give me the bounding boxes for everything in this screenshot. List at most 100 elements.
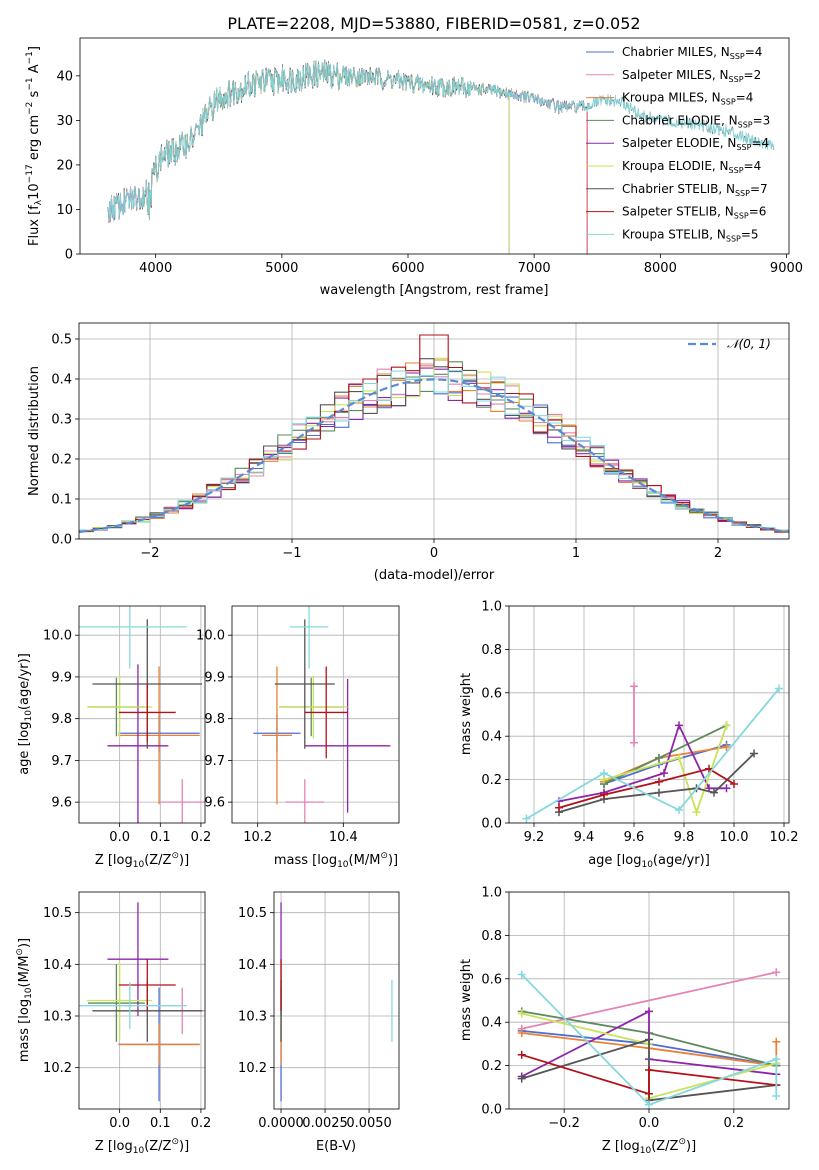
spectrum-line: [142, 60, 510, 254]
data-point: [645, 1065, 653, 1074]
x-tick-label: 9.2: [524, 830, 545, 845]
x-axis-label: Z [log10(Z/Z⊙)]: [602, 1137, 696, 1156]
y-tick-label: 0.0: [481, 1103, 502, 1118]
legend-entry: Kroupa STELIB, NSSP=5: [622, 227, 759, 243]
label-part: (M/M: [17, 956, 32, 988]
data-point: [655, 777, 663, 786]
x-tick-label: 0: [430, 546, 438, 561]
label-part: ⊙: [678, 1137, 686, 1147]
y-tick-label: 9.6: [204, 796, 225, 811]
x-tick-label: 9.8: [674, 830, 695, 845]
data-point: [750, 749, 758, 758]
y-tick-label: 0.1: [51, 493, 72, 508]
x-tick-label: 0.2: [191, 830, 212, 845]
figure-title: PLATE=2208, MJD=53880, FIBERID=0581, z=0…: [227, 14, 640, 33]
series-line: [521, 1053, 777, 1096]
y-tick-label: 1.0: [481, 886, 502, 901]
y-tick-label: 0: [65, 248, 73, 263]
legend-entry: 𝒩(0, 1): [727, 337, 771, 351]
y-tick-label: 0.8: [481, 929, 502, 944]
x-tick-label: 0.2: [191, 1116, 212, 1131]
label-part: −1: [25, 77, 35, 90]
spectrum-line: [142, 60, 510, 254]
label-part: 10: [27, 183, 42, 200]
data-point: [645, 1100, 653, 1109]
series-line: [526, 687, 780, 820]
y-tick-label: 10.4: [43, 958, 72, 973]
legend-entry: Chabrier STELIB, NSSP=7: [622, 182, 768, 198]
x-tick-label: 9000: [770, 261, 803, 276]
label-part: )]: [17, 938, 32, 948]
histogram-salpeter-stelib: [79, 334, 789, 533]
label-part: mass [log: [274, 853, 337, 868]
label-part: age [log: [17, 722, 32, 775]
y-tick-label: 10.4: [238, 958, 267, 973]
axes-frame: [273, 891, 400, 1110]
axes-frame: [78, 891, 206, 1110]
legend-entry: Salpeter MILES, NSSP=2: [622, 68, 761, 84]
legend-text: Salpeter ELODIE, N: [622, 136, 736, 150]
panel-spectrum: 4000 5000 6000 7000 8000 9000 0 10 20 30 40 wavelen…: [25, 37, 803, 298]
series-line: [521, 1009, 777, 1078]
data-point: [600, 790, 608, 799]
label-part: Z [log: [95, 1139, 133, 1154]
plot-area: [232, 606, 399, 823]
panel-age_vs_Z: 0.0 0.1 0.29.69.79.89.910.0Z [log10(Z/Z⊙)]…: [17, 605, 212, 870]
data-point: [730, 779, 738, 788]
y-tick-label: 9.7: [51, 754, 72, 769]
x-tick-label: 0.0050: [346, 1116, 392, 1131]
data-point: [722, 743, 731, 752]
legend-text: Kroupa MILES, N: [622, 91, 721, 105]
plot-area: [79, 892, 205, 1109]
y-tick-label: 9.8: [51, 712, 72, 727]
x-tick-label: 9.6: [624, 830, 645, 845]
label-part: 10: [640, 1146, 652, 1156]
legend-sub: SSP: [730, 52, 745, 61]
panel-residuals: −2 −1 0 1 2 0.0 0.1 0.2 0.3 0.4 0.5 (data-model)/er…: [27, 322, 790, 583]
panel-mass_weight_vs_Z: −0.2 0.0 0.2 0.0 0.2 0.4 0.6 0.8 1.0 Z [log10(Z/Z…: [459, 886, 790, 1156]
label-part: 10: [337, 860, 349, 870]
plot-area: [274, 892, 399, 1109]
x-axis-label: Z [log10(Z/Z⊙)]: [95, 851, 189, 870]
data-point: [522, 814, 531, 823]
x-tick-label: 4000: [139, 261, 172, 276]
data-point: [655, 753, 663, 762]
data-point: [630, 682, 638, 691]
x-tick-label: 0.1: [150, 1116, 171, 1131]
label-part: 10: [24, 710, 34, 722]
label-part: (Z/Z: [651, 1139, 678, 1154]
legend-text: Chabrier ELODIE, N: [622, 113, 738, 127]
y-tick-label: 0.4: [481, 730, 502, 745]
label-part: (age/yr)]: [17, 653, 32, 710]
data-point: [645, 1089, 653, 1098]
y-axis-label: Flux [fλ10−17 erg cm−2 s−1 A−1]: [25, 46, 44, 246]
label-part: ⊙: [15, 948, 25, 956]
legend-text: Salpeter STELIB, N: [622, 205, 734, 219]
data-point: [692, 808, 701, 817]
legend-text: Chabrier MILES, N: [622, 45, 730, 59]
label-part: ]: [27, 46, 42, 51]
data-point: [772, 1091, 781, 1100]
data-point: [555, 803, 563, 812]
legend-count: =6: [749, 205, 767, 219]
axes-frame: [78, 605, 206, 824]
legend-sub: SSP: [738, 120, 753, 129]
x-tick-label: 7000: [518, 261, 551, 276]
label-part: )]: [686, 1139, 696, 1154]
y-tick-label: 0.2: [51, 453, 72, 468]
label-part: )]: [179, 853, 189, 868]
x-axis-label: wavelength [Angstrom, rest frame]: [320, 283, 549, 298]
y-tick-label: 10.0: [196, 629, 225, 644]
x-axis-label: (data-model)/error: [374, 568, 495, 583]
legend-sub: SSP: [726, 234, 741, 243]
label-part: (Z/Z: [144, 853, 171, 868]
x-tick-label: 0.1: [150, 830, 171, 845]
y-tick-label: 40: [56, 69, 73, 84]
y-axis-label: age [log10(age/yr)]: [17, 653, 34, 775]
label-part: ⊙: [171, 851, 179, 861]
plot-area: [509, 606, 789, 823]
y-tick-label: 9.7: [204, 754, 225, 769]
label-part: (Z/Z: [144, 1139, 171, 1154]
y-tick-label: 10.3: [238, 1010, 267, 1025]
